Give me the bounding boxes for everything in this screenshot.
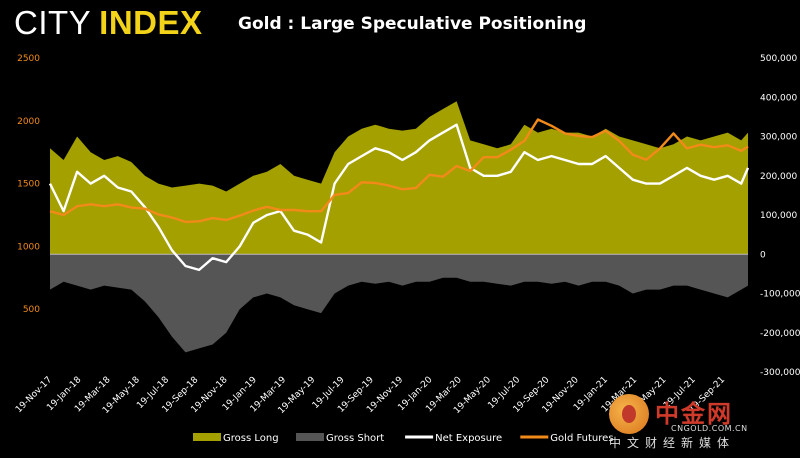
y-right-tick-label: 300,000 — [760, 133, 797, 143]
watermark-subtitle: 中文财经新媒体 — [609, 436, 736, 450]
watermark-logo-icon — [609, 394, 649, 434]
legend-label-net-exposure: Net Exposure — [435, 433, 502, 444]
y-right-tick-label: 200,000 — [760, 172, 797, 182]
watermark-name: 中金网 — [655, 399, 733, 428]
y-right-tick-label: -100,000 — [760, 290, 800, 300]
series-net-exposure-line — [48, 123, 750, 272]
watermark-url: CNGOLD.COM.CN — [671, 424, 748, 433]
brand-index: INDEX — [99, 4, 203, 41]
legend-swatch-gross-short — [296, 433, 324, 441]
brand-city: CITY — [14, 4, 92, 41]
legend-swatch-gross-long — [193, 433, 221, 441]
series-gross-long-area — [50, 101, 748, 255]
y-left-tick-label: 1000 — [17, 242, 40, 252]
brand-logo: CITY INDEX — [14, 4, 203, 42]
series-gross-short-area — [50, 254, 748, 353]
y-right-tick-label: 400,000 — [760, 93, 797, 103]
y-right-tick-label: 100,000 — [760, 211, 797, 221]
y-right-tick-label: 500,000 — [760, 54, 797, 64]
y-right-tick-label: 0 — [760, 250, 766, 260]
legend-label-gross-long: Gross Long — [223, 433, 279, 444]
legend-label-gross-short: Gross Short — [326, 433, 384, 444]
chart-title: Gold : Large Speculative Positioning — [238, 14, 587, 34]
y-right-tick-label: -200,000 — [760, 329, 800, 339]
y-left-tick-label: 500 — [23, 305, 40, 315]
watermark: 中金网 CNGOLD.COM.CN 中文财经新媒体 — [609, 388, 784, 452]
y-left-tick-label: 2000 — [17, 117, 40, 127]
series-gold-futures-line — [49, 118, 749, 224]
y-left-tick-label: 2500 — [17, 54, 40, 64]
y-right-tick-label: -300,000 — [760, 368, 800, 378]
legend-label-gold-futures: Gold Futures — [550, 433, 613, 444]
y-left-tick-label: 1500 — [17, 180, 40, 190]
